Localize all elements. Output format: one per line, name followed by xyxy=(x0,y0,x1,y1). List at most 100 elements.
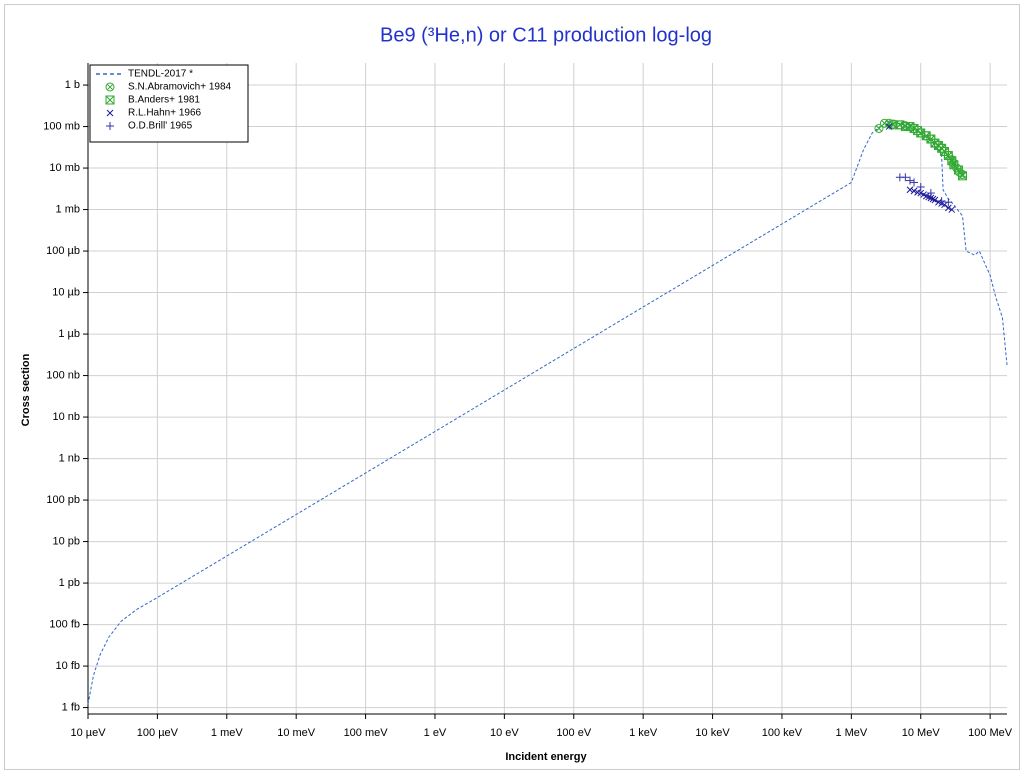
data-point xyxy=(941,201,948,209)
marker-stroke xyxy=(927,194,935,202)
marker-stroke xyxy=(935,198,942,206)
x-tick-label: 1 keV xyxy=(629,727,658,739)
marker-box xyxy=(958,171,968,181)
y-tick-label: 1 b xyxy=(65,79,80,91)
y-tick-label: 1 pb xyxy=(59,577,80,589)
data-point xyxy=(931,196,939,204)
marker-stroke xyxy=(920,191,927,198)
y-tick-label: 100 fb xyxy=(49,618,80,630)
marker-box xyxy=(943,151,953,161)
marker-box xyxy=(105,95,115,105)
legend-symbol xyxy=(106,109,114,117)
marker-stroke xyxy=(949,160,959,170)
marker-box xyxy=(937,143,947,153)
frame xyxy=(4,4,1020,770)
marker-stroke xyxy=(881,120,888,127)
legend-symbol xyxy=(105,95,115,105)
data-point xyxy=(916,128,926,138)
marker-stroke xyxy=(921,131,931,141)
y-axis-label: Cross section xyxy=(20,353,32,426)
x-tick-label: 100 meV xyxy=(344,727,389,739)
data-point xyxy=(910,187,918,195)
y-tick-label: 10 fb xyxy=(56,660,80,672)
x-tick-label: 1 MeV xyxy=(835,727,867,739)
x-tick-label: 1 meV xyxy=(211,727,243,739)
marker-stroke xyxy=(885,123,893,130)
data-point xyxy=(937,197,946,206)
legend-symbol xyxy=(106,122,114,130)
data-point xyxy=(926,189,935,198)
x-axis-label: Incident energy xyxy=(505,751,587,763)
marker-box xyxy=(913,126,923,136)
data-point xyxy=(948,206,956,213)
x-tick-label: 100 MeV xyxy=(968,727,1013,739)
y-tick-label: 1 µb xyxy=(58,328,80,340)
legend-label: B.Anders+ 1981 xyxy=(128,95,200,106)
y-tick-label: 10 pb xyxy=(52,535,80,547)
y-tick-label: 1 mb xyxy=(56,203,80,215)
chart-title: Be9 (³He,n) or C11 production log-log xyxy=(380,24,712,46)
marker-stroke xyxy=(914,188,921,196)
data-point xyxy=(921,131,931,141)
marker-stroke xyxy=(906,186,914,194)
y-tick-label: 10 mb xyxy=(49,162,80,174)
marker-stroke xyxy=(941,201,948,209)
y-tick-label: 100 µb xyxy=(46,245,80,257)
marker-stroke xyxy=(959,171,966,178)
marker-stroke xyxy=(105,95,115,105)
data-point xyxy=(945,204,952,212)
marker-stroke xyxy=(958,171,967,181)
y-tick-label: 10 µb xyxy=(52,286,80,298)
marker-stroke xyxy=(948,206,956,213)
data-point xyxy=(916,182,925,191)
marker-stroke xyxy=(875,125,883,132)
x-tick-label: 10 MeV xyxy=(902,727,941,739)
marker-stroke xyxy=(910,187,918,195)
marker-box xyxy=(888,120,898,130)
marker-stroke xyxy=(931,196,939,204)
y-tick-label: 100 nb xyxy=(46,369,80,381)
x-tick-label: 10 µeV xyxy=(70,727,106,739)
data-point xyxy=(958,171,968,181)
x-tick-label: 1 eV xyxy=(424,727,447,739)
data-point xyxy=(901,173,910,182)
marker-box xyxy=(949,160,959,170)
x-tick-label: 100 keV xyxy=(762,727,803,739)
marker-box xyxy=(933,140,943,150)
data-point xyxy=(943,151,953,161)
x-tick-label: 100 eV xyxy=(556,727,592,739)
marker-ring xyxy=(874,123,884,133)
marker-stroke xyxy=(889,120,897,128)
y-tick-label: 1 nb xyxy=(59,452,80,464)
x-tick-label: 10 meV xyxy=(277,727,316,739)
legend-label: R.L.Hahn+ 1966 xyxy=(128,108,202,119)
y-tick-label: 10 nb xyxy=(52,411,80,423)
legend-label: O.D.Brill' 1965 xyxy=(128,121,193,132)
marker-stroke xyxy=(917,189,925,197)
y-tick-label: 100 mb xyxy=(43,120,80,132)
marker-stroke xyxy=(954,165,963,175)
marker-stroke xyxy=(945,204,952,212)
marker-ring xyxy=(105,82,115,92)
data-point xyxy=(922,192,930,200)
y-tick-label: 1 fb xyxy=(62,701,80,713)
data-point xyxy=(927,194,935,202)
x-tick-label: 10 keV xyxy=(695,727,730,739)
marker-stroke xyxy=(922,192,930,200)
marker-box xyxy=(916,128,926,138)
data-point xyxy=(910,178,919,187)
marker-stroke xyxy=(929,195,937,203)
marker-stroke xyxy=(944,151,953,160)
data-point xyxy=(906,186,914,194)
legend-symbol xyxy=(105,82,115,92)
marker-stroke xyxy=(106,83,114,91)
data-point xyxy=(874,123,884,133)
legend-label: TENDL-2017 * xyxy=(128,69,193,80)
y-tick-label: 100 pb xyxy=(46,494,80,506)
marker-stroke xyxy=(913,126,922,135)
x-tick-label: 100 µeV xyxy=(137,727,179,739)
data-point xyxy=(885,123,893,130)
legend-box xyxy=(89,64,249,143)
marker-stroke xyxy=(106,109,114,117)
